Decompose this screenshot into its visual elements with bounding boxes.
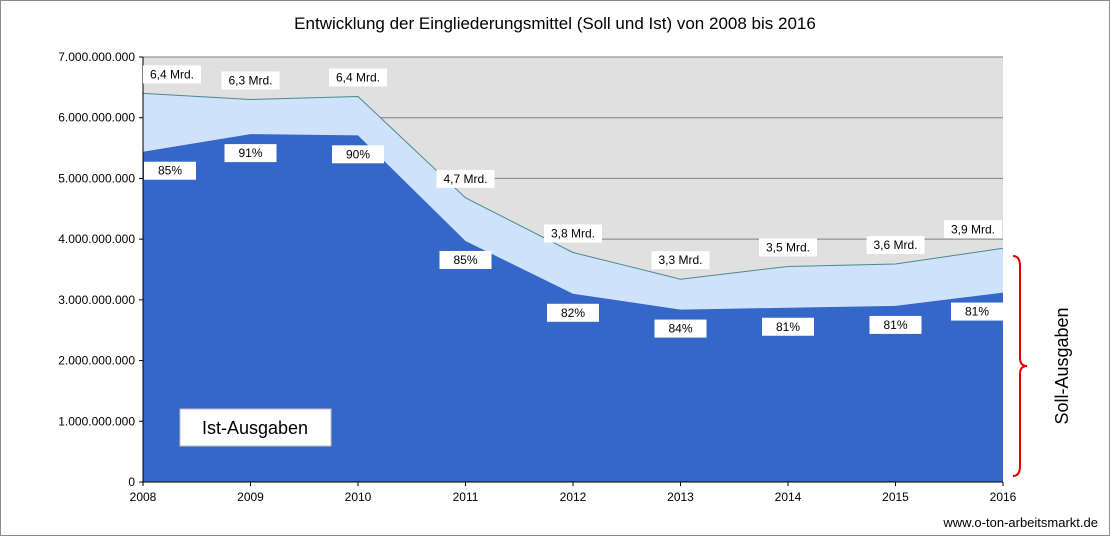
y-tick-label: 3.000.000.000 (58, 293, 135, 307)
ist-data-label-box (224, 144, 277, 163)
legend-ist-box (179, 408, 332, 447)
x-tick-label: 2016 (990, 490, 1017, 504)
soll-data-label-box (436, 169, 495, 188)
y-tick-label: 7.000.000.000 (58, 50, 135, 64)
ist-data-label: 81% (776, 320, 800, 334)
y-tick-label: 2.000.000.000 (58, 354, 135, 368)
legend-soll-label: Soll-Ausgaben (1052, 307, 1072, 424)
y-tick-label: 1.000.000.000 (58, 414, 135, 428)
chart-title: Entwicklung der Eingliederungsmittel (So… (294, 14, 816, 33)
soll-data-label-box (944, 220, 1002, 239)
soll-bracket (1012, 255, 1028, 477)
ist-data-label-box (332, 145, 384, 164)
ist-data-label-box (654, 319, 707, 338)
y-tick-label: 5.000.000.000 (58, 171, 135, 185)
legend-ist-label: Ist-Ausgaben (202, 418, 308, 438)
series-line-soll (142, 92, 1004, 280)
ist-data-label-box (439, 250, 492, 269)
soll-data-label: 3,3 Mrd. (658, 253, 702, 267)
soll-data-label-box (651, 251, 710, 270)
soll-data-label: 3,5 Mrd. (766, 240, 810, 254)
soll-data-label-box (759, 238, 817, 257)
ist-data-label-box (869, 315, 922, 334)
source-footer: www.o-ton-arbeitsmarkt.de (943, 515, 1098, 530)
soll-data-label-box (221, 71, 280, 90)
x-tick-label: 2015 (882, 490, 909, 504)
y-tick-label: 6.000.000.000 (58, 111, 135, 125)
soll-data-label-box (143, 65, 201, 84)
ist-data-label-box (762, 317, 814, 336)
ist-data-label: 85% (453, 253, 477, 267)
x-tick-label: 2013 (667, 490, 694, 504)
y-tick-label: 0 (128, 475, 135, 489)
soll-data-label: 4,7 Mrd. (443, 172, 487, 186)
ist-data-label: 84% (668, 322, 692, 336)
ist-data-label: 81% (965, 305, 989, 319)
soll-data-label-box (866, 236, 925, 255)
soll-data-label: 6,4 Mrd. (150, 67, 194, 81)
y-tick-label: 4.000.000.000 (58, 232, 135, 246)
ist-data-label-box (144, 161, 196, 180)
x-tick-label: 2011 (453, 490, 479, 504)
soll-data-label-box (544, 224, 602, 243)
ist-data-label-box (951, 302, 1003, 321)
ist-data-label: 85% (158, 164, 182, 178)
x-tick-label: 2009 (237, 490, 264, 504)
x-tick-label: 2010 (345, 490, 372, 504)
soll-data-label: 3,6 Mrd. (873, 238, 917, 252)
soll-data-label: 3,8 Mrd. (551, 227, 595, 241)
soll-data-label-box (329, 68, 387, 87)
ist-data-label: 90% (346, 147, 370, 161)
soll-data-label: 3,9 Mrd. (951, 222, 995, 236)
soll-data-label: 6,3 Mrd. (228, 74, 272, 88)
x-tick-label: 2008 (130, 490, 157, 504)
ist-data-label: 91% (238, 146, 262, 160)
ist-data-label: 81% (883, 318, 907, 332)
ist-data-label: 82% (561, 306, 585, 320)
ist-data-label-box (547, 303, 599, 322)
soll-data-label: 6,4 Mrd. (336, 70, 380, 84)
x-tick-label: 2014 (775, 490, 802, 504)
x-tick-label: 2012 (560, 490, 587, 504)
